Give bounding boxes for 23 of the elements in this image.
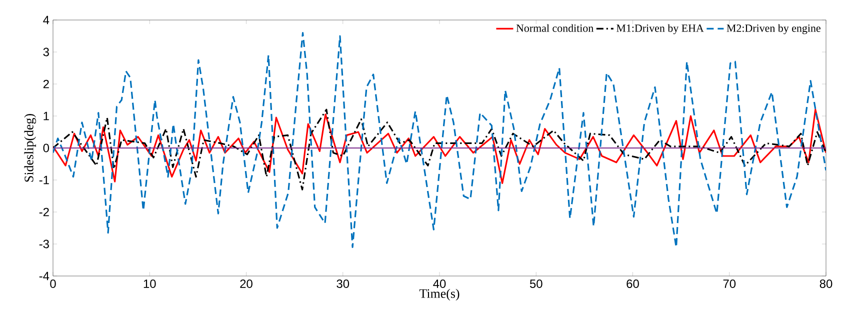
x-axis-title: Time(s) <box>419 288 460 301</box>
x-tick-label: 0 <box>50 280 56 288</box>
y-tick-label: 0 <box>43 144 50 152</box>
y-tick-label: -1 <box>39 176 49 184</box>
x-tick-label: 20 <box>240 280 252 288</box>
legend-label: M1:Driven by EHA <box>616 24 704 34</box>
y-tick-label: -2 <box>39 208 49 216</box>
x-tick-label: 70 <box>723 280 736 288</box>
text: M2:Driven by engine <box>726 24 820 34</box>
y-tick-label: 4 <box>43 16 50 24</box>
y-axis-title: Sideslip(deg) <box>24 114 36 182</box>
x-tick-label: 40 <box>433 280 446 288</box>
legend-label: Normal condition <box>516 24 594 32</box>
y-tick-label: 1 <box>44 112 49 120</box>
y-tick-label: 3 <box>43 48 49 56</box>
y-tick-label: -4 <box>39 272 50 280</box>
y-tick-label: -3 <box>39 240 49 248</box>
x-tick-label: 50 <box>530 280 542 288</box>
x-tick-label: 80 <box>820 280 832 288</box>
x-tick-label: 60 <box>626 280 639 288</box>
y-tick-label: 2 <box>43 80 49 88</box>
x-tick-label: 10 <box>144 280 156 288</box>
x-tick-label: 30 <box>336 280 350 288</box>
